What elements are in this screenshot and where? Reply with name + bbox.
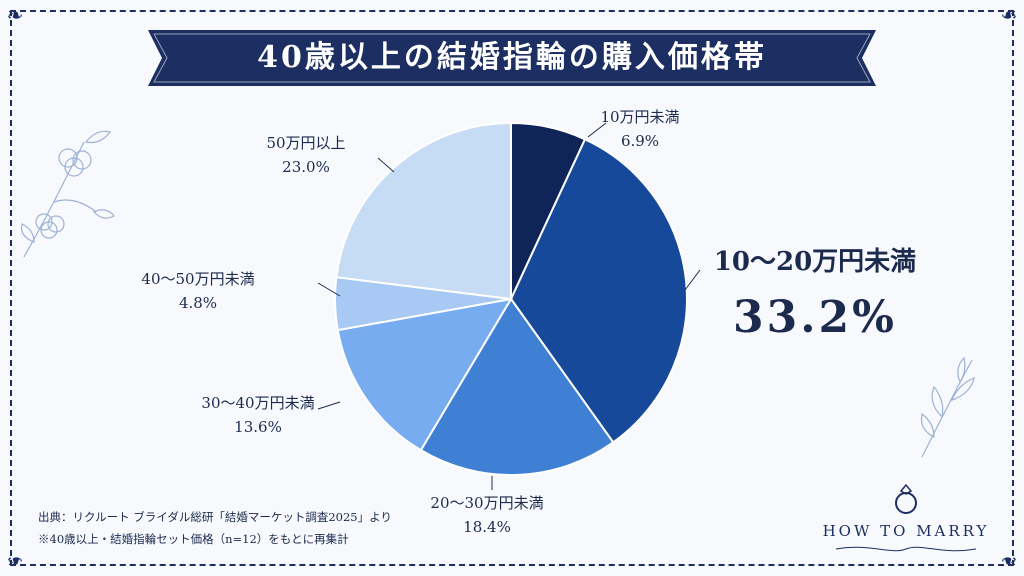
slice-label: 30〜40万円未満 [201,394,314,412]
pie-slice [419,297,615,476]
slice-value-label: 13.6% [234,418,282,436]
leader-line [684,269,701,291]
source-line-2: ※40歳以上・結婚指輪セット価格（n=12）をもとに再集計 [38,532,349,546]
corner-ornament-icon: ❧ [6,3,24,27]
slice-value-label: 33.2% [733,292,897,343]
page-title: 40歳以上の結婚指輪の購入価格帯 [257,40,767,75]
leader-line [587,122,607,138]
logo: HOW TO MARRY [818,482,994,559]
slice-value-label: 6.9% [621,132,659,150]
source-line-1: 出典：リクルート ブライダル総研「結婚マーケット調査2025」より [38,510,392,524]
source-note: 出典：リクルート ブライダル総研「結婚マーケット調査2025」より ※40歳以上… [38,506,392,550]
slice-label: 10〜20万円未満 [714,247,916,277]
pie-slice [335,121,512,301]
leader-line [317,282,341,297]
title-banner: 40歳以上の結婚指輪の購入価格帯 [148,30,876,86]
slice-value-label: 18.4% [463,518,511,536]
leader-line [377,157,395,173]
floral-decoration-icon [20,130,115,258]
slice-label: 50万円以上 [266,134,345,152]
slice-label: 40〜50万円未満 [141,270,254,288]
slice-value-label: 4.8% [179,294,217,312]
pie-slice [509,137,688,444]
slice-label: 20〜30万円未満 [430,494,543,512]
leaf-decoration-icon [920,356,975,458]
slice-label: 10万円未満 [600,108,679,126]
slice-value-label: 23.0% [282,158,330,176]
leader-line [317,401,341,410]
logo-flourish-icon [835,546,977,552]
ring-icon [895,483,917,514]
dashed-frame [10,10,1014,566]
logo-text: HOW TO MARRY [822,522,990,540]
pie-slice [336,297,513,452]
